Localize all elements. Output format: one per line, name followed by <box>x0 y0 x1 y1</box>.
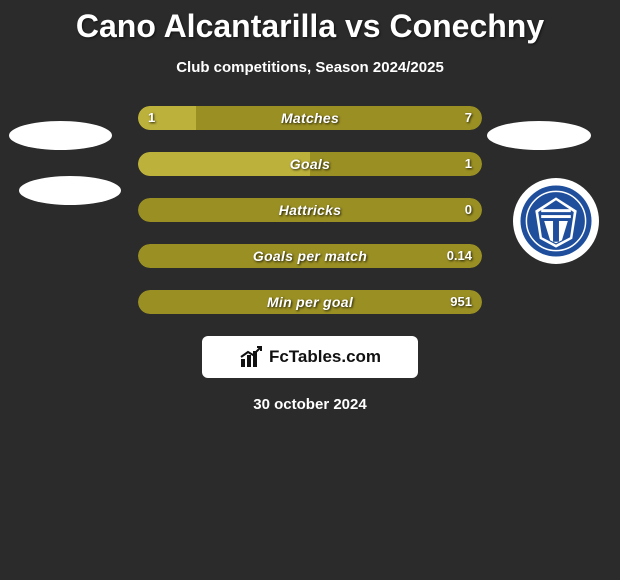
stat-value-left: 1 <box>148 106 155 130</box>
stat-value-right: 1 <box>465 152 472 176</box>
stat-row: Matches1 7 <box>138 106 482 130</box>
stat-label: Hattricks <box>138 198 482 222</box>
club-badge <box>513 178 599 264</box>
stat-row: Goals per match0.14 <box>138 244 482 268</box>
club-badge-icon <box>519 184 593 258</box>
stat-label: Matches <box>138 106 482 130</box>
player-right-ellipse-1 <box>487 121 591 150</box>
stat-value-right: 0 <box>465 198 472 222</box>
stat-value-right: 7 <box>465 106 472 130</box>
stat-row: Goals1 <box>138 152 482 176</box>
player-left-ellipse-1 <box>9 121 112 150</box>
player-left-ellipse-2 <box>19 176 121 205</box>
stat-row: Min per goal951 <box>138 290 482 314</box>
date-text: 30 october 2024 <box>0 396 620 413</box>
brand-text: FcTables.com <box>269 347 381 367</box>
stat-value-right: 951 <box>450 290 472 314</box>
brand-box: FcTables.com <box>202 336 418 378</box>
stat-label: Goals per match <box>138 244 482 268</box>
brand-chart-icon <box>239 345 263 369</box>
comparison-bars: Matches17Goals1Hattricks0Goals per match… <box>138 106 482 314</box>
page-title: Cano Alcantarilla vs Conechny <box>0 0 620 45</box>
stat-label: Min per goal <box>138 290 482 314</box>
page-subtitle: Club competitions, Season 2024/2025 <box>0 59 620 76</box>
stat-label: Goals <box>138 152 482 176</box>
stat-value-right: 0.14 <box>447 244 472 268</box>
stat-row: Hattricks0 <box>138 198 482 222</box>
